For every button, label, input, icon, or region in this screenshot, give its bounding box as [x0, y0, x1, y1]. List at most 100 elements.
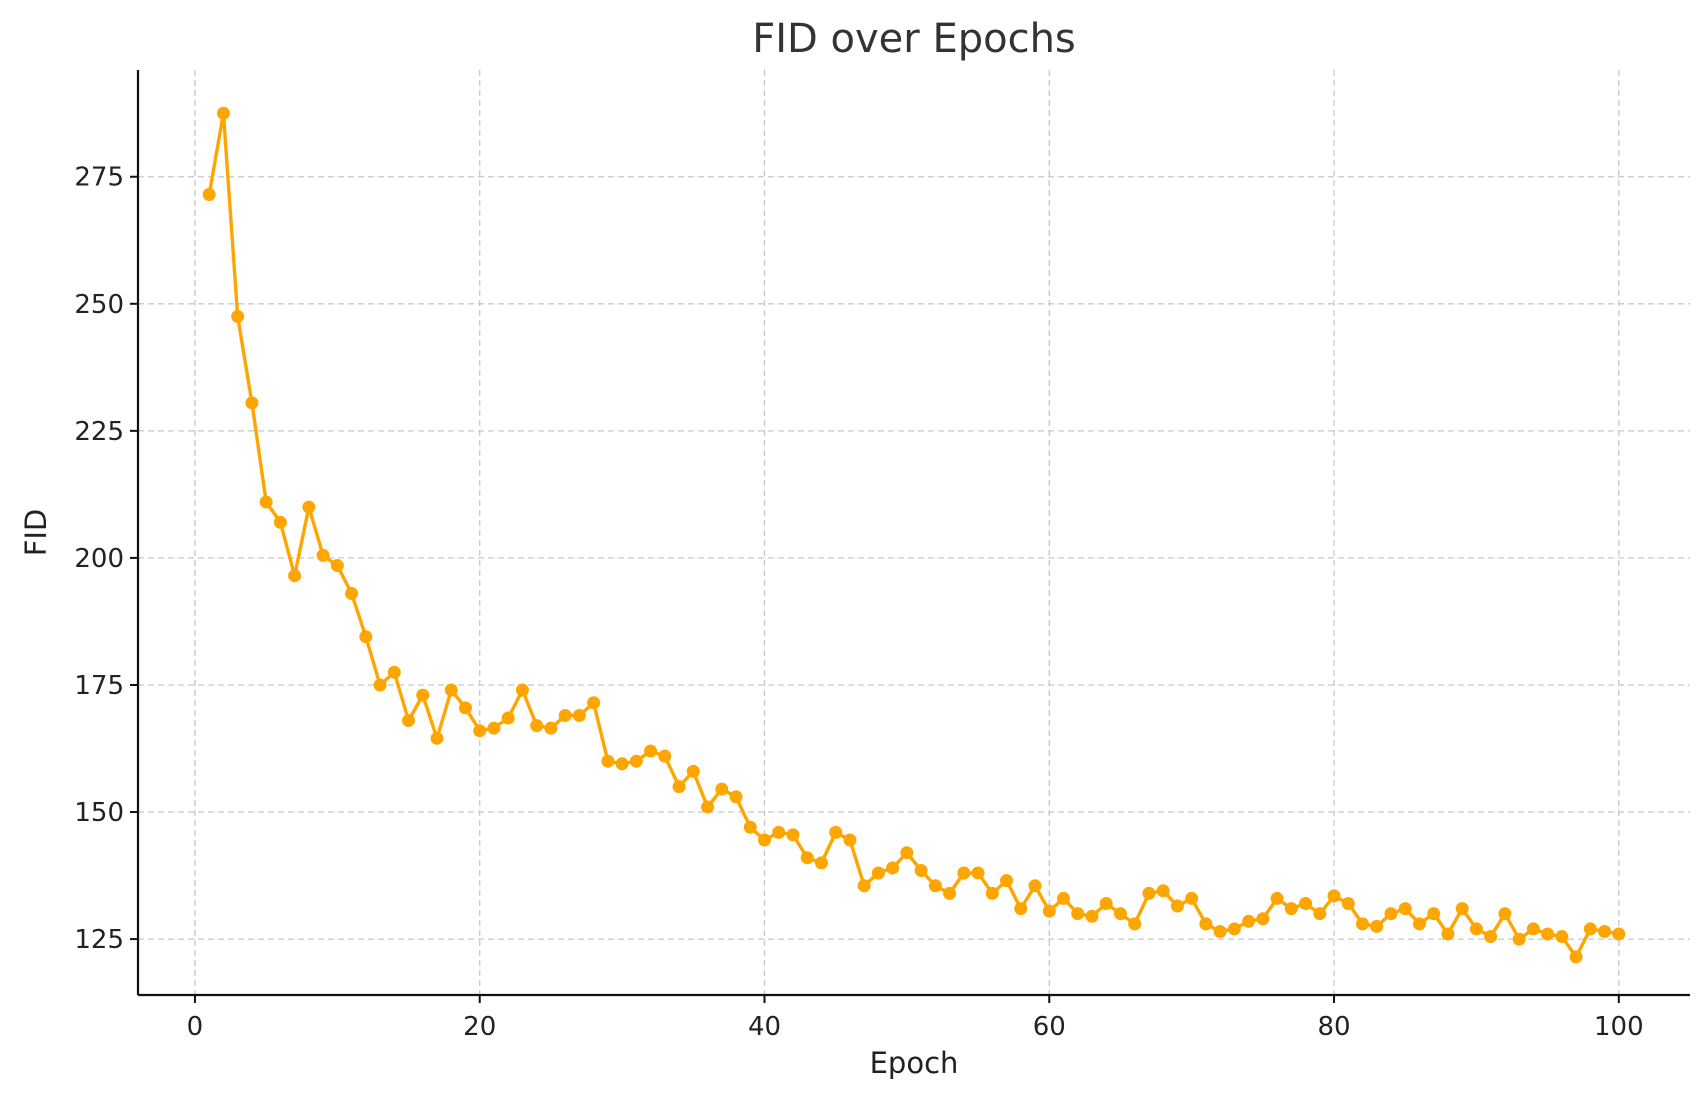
- x-tick-label: 40: [748, 1012, 781, 1042]
- data-point: [387, 665, 401, 679]
- data-point: [686, 764, 700, 778]
- data-point: [473, 724, 487, 738]
- data-point: [1113, 907, 1127, 921]
- data-point: [1341, 897, 1355, 911]
- data-point: [658, 749, 672, 763]
- series-line: [207, 111, 1620, 959]
- data-point: [373, 678, 387, 692]
- x-tick-label: 20: [463, 1012, 496, 1042]
- data-point: [1455, 902, 1469, 916]
- data-point: [1583, 922, 1597, 936]
- data-point: [444, 683, 458, 697]
- y-tick-label: 200: [74, 544, 124, 574]
- data-point: [1170, 899, 1184, 913]
- data-point: [273, 515, 287, 529]
- data-point: [1384, 907, 1398, 921]
- data-point: [416, 688, 430, 702]
- y-tick-label: 175: [74, 671, 124, 701]
- data-point: [216, 106, 230, 120]
- data-point: [644, 744, 658, 758]
- data-point: [1512, 932, 1526, 946]
- data-point: [772, 825, 786, 839]
- data-point: [814, 856, 828, 870]
- data-point: [1270, 891, 1284, 905]
- data-point: [1555, 930, 1569, 944]
- x-tick-label: 60: [1033, 1012, 1066, 1042]
- data-point: [1541, 927, 1555, 941]
- data-point: [1441, 927, 1455, 941]
- data-point: [359, 630, 373, 644]
- data-point: [743, 820, 757, 834]
- data-point: [1099, 897, 1113, 911]
- data-point: [1484, 930, 1498, 944]
- data-point: [515, 683, 529, 697]
- data-point: [558, 708, 572, 722]
- data-point: [202, 188, 216, 202]
- data-point: [487, 721, 501, 735]
- data-point: [1071, 907, 1085, 921]
- data-point: [458, 701, 472, 715]
- data-point: [971, 866, 985, 880]
- data-point: [1042, 904, 1056, 918]
- data-point: [701, 800, 715, 814]
- y-axis-label: FID: [19, 509, 53, 557]
- data-point: [1028, 879, 1042, 893]
- data-point: [1142, 886, 1156, 900]
- chart-title: FID over Epochs: [752, 16, 1076, 62]
- data-point: [259, 495, 273, 509]
- gridlines: [138, 70, 1690, 995]
- data-point: [1356, 917, 1370, 931]
- data-point: [914, 863, 928, 877]
- data-point: [615, 757, 629, 771]
- data-point: [928, 879, 942, 893]
- data-point: [402, 714, 416, 728]
- data-point: [829, 825, 843, 839]
- data-point: [715, 782, 729, 796]
- data-point: [1427, 907, 1441, 921]
- data-point: [345, 586, 359, 600]
- data-point: [1327, 889, 1341, 903]
- data-point: [886, 861, 900, 875]
- data-point: [330, 559, 344, 573]
- x-tick-label: 0: [187, 1012, 204, 1042]
- data-point: [757, 833, 771, 847]
- data-point: [288, 569, 302, 583]
- data-point: [672, 780, 686, 794]
- data-point: [1057, 891, 1071, 905]
- data-point: [1227, 922, 1241, 936]
- data-point: [530, 719, 544, 733]
- data-point: [302, 500, 316, 514]
- data-point: [587, 696, 601, 710]
- data-point: [1256, 912, 1270, 926]
- data-point: [1213, 924, 1227, 938]
- x-tick-label: 100: [1594, 1012, 1644, 1042]
- data-point: [1242, 914, 1256, 928]
- data-point: [316, 548, 330, 562]
- data-point: [1299, 897, 1313, 911]
- data-point: [572, 708, 586, 722]
- data-point: [1128, 917, 1142, 931]
- data-point: [1526, 922, 1540, 936]
- data-point: [900, 846, 914, 860]
- data-point: [857, 879, 871, 893]
- axes: [136, 70, 1690, 997]
- data-point: [1398, 902, 1412, 916]
- y-tick-label: 150: [74, 798, 124, 828]
- data-point: [1370, 919, 1384, 933]
- data-point: [245, 396, 259, 410]
- series: [202, 106, 1626, 964]
- data-point: [729, 790, 743, 804]
- data-point: [1612, 927, 1626, 941]
- data-point: [1469, 922, 1483, 936]
- data-point: [501, 711, 515, 725]
- data-point: [1412, 917, 1426, 931]
- y-tick-label: 225: [74, 417, 124, 447]
- data-point: [1569, 950, 1583, 964]
- data-points: [202, 106, 1626, 964]
- data-point: [1014, 902, 1028, 916]
- y-tick-label: 250: [74, 290, 124, 320]
- data-point: [1085, 909, 1099, 923]
- y-tick-label: 275: [74, 163, 124, 193]
